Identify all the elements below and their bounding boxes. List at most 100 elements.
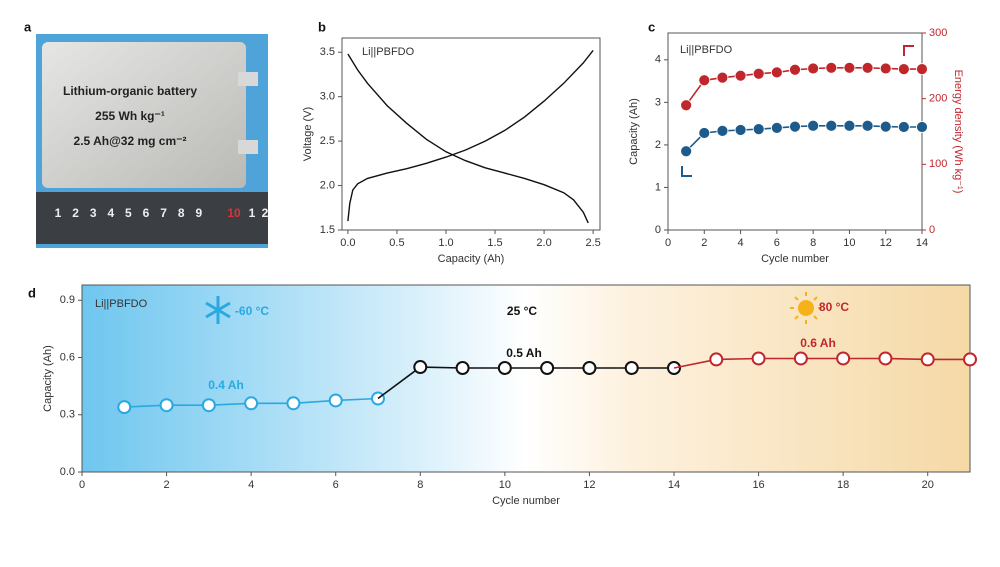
y-axis-label: Capacity (Ah) <box>42 345 54 412</box>
x-tick-label: 6 <box>774 237 780 249</box>
snowflake-icon <box>205 296 231 324</box>
point <box>793 351 808 366</box>
y2-tick-label: 300 <box>929 27 947 39</box>
x-tick-label: 12 <box>583 479 595 491</box>
annotation: 25 °C <box>507 304 537 318</box>
y-tick-label: 4 <box>655 54 661 66</box>
x-tick-label: 8 <box>810 237 816 249</box>
point <box>286 396 301 411</box>
y-tick-label: 1.5 <box>320 224 335 236</box>
point <box>878 351 893 366</box>
point <box>413 360 428 375</box>
ruler-number: 4 <box>107 206 114 220</box>
x-tick-label: 12 <box>880 237 892 249</box>
x-tick-label: 8 <box>417 479 423 491</box>
x-tick-label: 0.5 <box>389 237 404 249</box>
point <box>752 67 765 80</box>
y-tick-label: 0.3 <box>60 409 75 421</box>
y2-axis-label: Energy density (Wh kg⁻¹) <box>952 70 964 194</box>
y-tick-label: 3.0 <box>320 91 335 103</box>
x-tick-label: 2.0 <box>536 237 551 249</box>
point <box>680 99 693 112</box>
point <box>807 119 820 132</box>
y-tick-label: 1 <box>655 181 661 193</box>
point <box>861 119 874 132</box>
x-tick-label: 16 <box>752 479 764 491</box>
plot-frame <box>81 284 971 473</box>
plot-frame <box>341 37 601 231</box>
x-axis-label: Capacity (Ah) <box>438 253 505 265</box>
x-tick-label: 2 <box>164 479 170 491</box>
x-tick-label: 10 <box>843 237 855 249</box>
point <box>455 361 470 376</box>
x-tick-label: 0 <box>665 237 671 249</box>
y-tick-label: 0.9 <box>60 294 75 306</box>
point <box>843 61 856 74</box>
point <box>201 398 216 413</box>
point <box>789 63 801 76</box>
annotation: -60 °C <box>235 304 269 318</box>
x-tick-label: 1.0 <box>438 237 453 249</box>
connector <box>377 366 421 400</box>
y-tick-label: 0.6 <box>60 351 75 363</box>
point <box>825 61 838 74</box>
y-tick-label: 0.0 <box>60 466 75 478</box>
line <box>347 49 594 222</box>
point <box>770 121 783 134</box>
x-tick-label: 4 <box>248 479 254 491</box>
point <box>879 120 892 133</box>
ruler-number: 5 <box>125 206 132 220</box>
x-axis-label: Cycle number <box>492 495 560 507</box>
x-tick-label: 14 <box>668 479 680 491</box>
point <box>861 61 874 74</box>
line <box>347 53 589 224</box>
y-tick-label: 2 <box>655 139 661 151</box>
ruler-number: 1 <box>55 206 62 220</box>
point <box>328 393 343 408</box>
y-tick-label: 2.0 <box>320 179 335 191</box>
panel-label: b <box>318 19 326 34</box>
point <box>680 145 693 158</box>
x-tick-label: 0.0 <box>340 237 355 249</box>
axis-pointer <box>681 166 692 177</box>
point <box>159 398 174 413</box>
x-tick-label: 0 <box>79 479 85 491</box>
ruler-number: 2 <box>262 206 269 220</box>
ruler <box>36 192 268 244</box>
point <box>540 361 555 376</box>
point <box>716 124 729 137</box>
point <box>751 351 766 366</box>
annotation: Li||PBFDO <box>680 44 733 56</box>
connector <box>673 358 717 369</box>
point <box>624 361 639 376</box>
y2-tick-label: 0 <box>929 224 935 236</box>
y2-tick-label: 100 <box>929 158 947 170</box>
x-tick-label: 14 <box>916 237 928 249</box>
tab <box>238 72 258 86</box>
annotation: 0.4 Ah <box>208 378 244 392</box>
x-tick-label: 4 <box>738 237 744 249</box>
point <box>807 62 820 75</box>
panel-label: d <box>28 285 36 300</box>
point <box>244 396 259 411</box>
point <box>897 63 910 76</box>
tab <box>238 140 258 154</box>
battery-label: 255 Wh kg⁻¹ <box>95 109 165 123</box>
y-axis-label: Voltage (V) <box>302 107 314 161</box>
y-tick-label: 3.5 <box>320 46 335 58</box>
x-tick-label: 2.5 <box>585 237 600 249</box>
point <box>789 120 801 133</box>
panel-label: a <box>24 19 32 34</box>
point <box>752 123 765 136</box>
point <box>734 69 747 82</box>
x-tick-label: 2 <box>701 237 707 249</box>
point <box>117 400 132 415</box>
point <box>709 352 724 367</box>
ruler-number: 2 <box>72 206 79 220</box>
point <box>582 361 597 376</box>
annotation: Li||PBFDO <box>362 46 415 58</box>
panel-label: c <box>648 19 655 34</box>
y-axis-label: Capacity (Ah) <box>628 98 640 165</box>
x-axis-label: Cycle number <box>761 253 829 265</box>
